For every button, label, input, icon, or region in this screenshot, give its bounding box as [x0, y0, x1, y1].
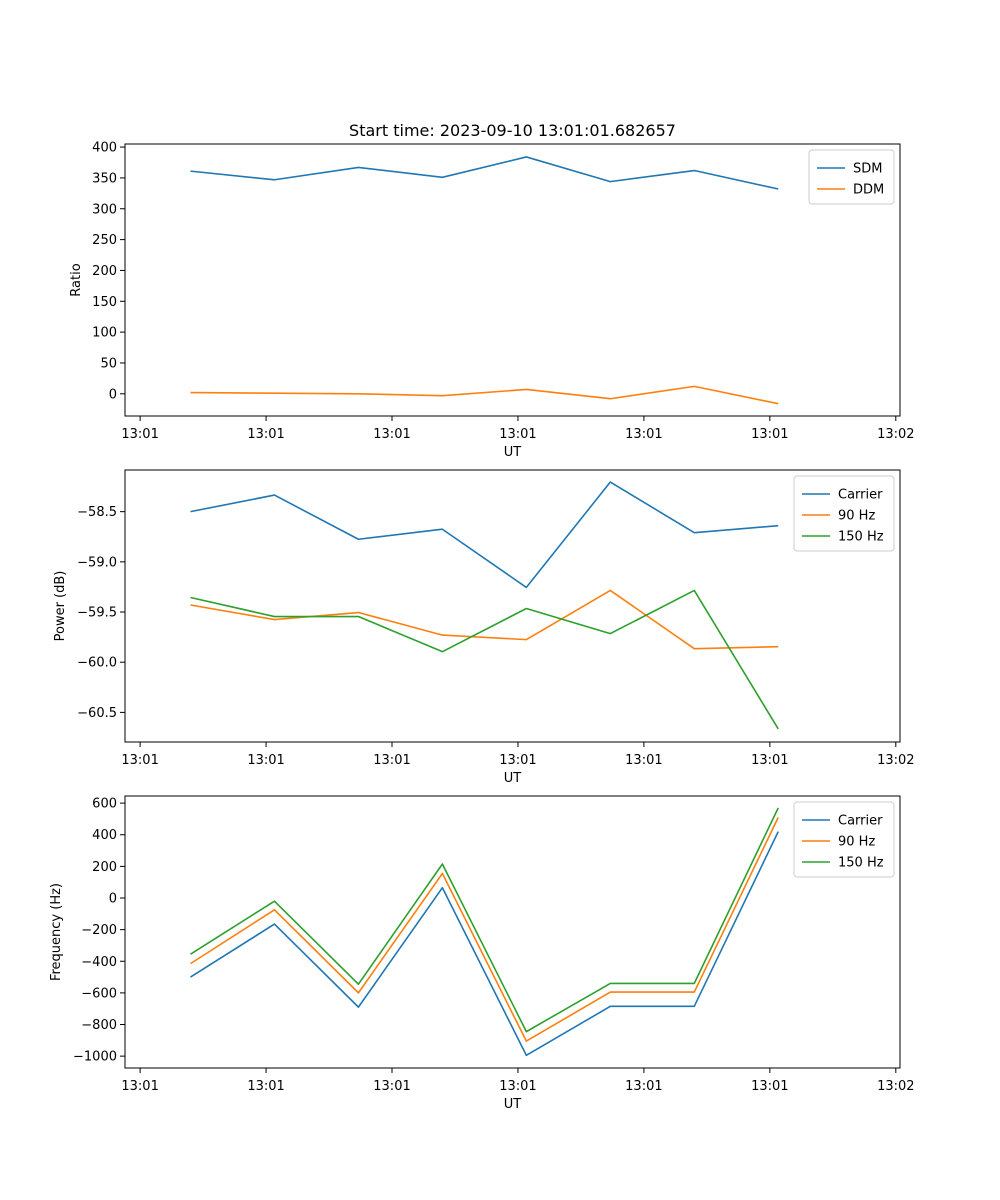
series-line-90-hz	[190, 817, 779, 1042]
x-axis-label: UT	[504, 1097, 522, 1112]
x-tick-label: 13:01	[499, 427, 536, 442]
legend: Carrier 90 Hz 150 Hz	[793, 801, 895, 878]
x-tick-label: 13:01	[247, 1079, 284, 1094]
series-line-150-hz	[190, 807, 779, 1033]
legend-label: 90 Hz	[838, 835, 875, 850]
legend-label: DDM	[853, 183, 884, 198]
y-tick-label: 350	[92, 171, 117, 186]
y-axis-label: Power (dB)	[53, 571, 68, 642]
legend: Carrier 90 Hz 150 Hz	[793, 475, 895, 552]
y-tick-label: 400	[92, 828, 117, 843]
figure-title: Start time: 2023-09-10 13:01:01.682657	[349, 121, 676, 140]
x-tick-label: 13:01	[751, 1079, 788, 1094]
y-tick-label: 400	[92, 141, 117, 156]
x-tick-label: 13:01	[625, 753, 662, 768]
y-tick-label: 0	[109, 387, 117, 402]
y-tick-label: 200	[92, 860, 117, 875]
y-tick-label: 0	[109, 892, 117, 907]
x-tick-label: 13:01	[625, 427, 662, 442]
y-tick-label: 300	[92, 202, 117, 217]
legend-label: Carrier	[838, 814, 883, 829]
series-line-ddm	[190, 385, 779, 405]
y-tick-label: 150	[92, 295, 117, 310]
x-tick-label: 13:01	[247, 427, 284, 442]
legend-label: 150 Hz	[838, 530, 884, 545]
series-line-sdm	[190, 156, 779, 190]
x-tick-label: 13:01	[121, 1079, 158, 1094]
y-tick-label: −58.5	[77, 505, 117, 520]
y-tick-label: 100	[92, 326, 117, 341]
y-tick-label: 600	[92, 797, 117, 812]
y-tick-label: −60.0	[77, 656, 117, 671]
x-tick-label: 13:01	[499, 753, 536, 768]
series-line-150-hz	[190, 589, 779, 730]
x-tick-label: 13:01	[625, 1079, 662, 1094]
y-tick-label: −600	[81, 986, 117, 1001]
y-tick-label: −400	[81, 955, 117, 970]
x-tick-label: 13:01	[247, 753, 284, 768]
x-tick-label: 13:01	[121, 753, 158, 768]
chart-panel-2: −60.5 −60.0 −59.5 −59.0 −58.5 13:01 13:01 13:01…	[53, 469, 915, 786]
x-tick-label: 13:01	[121, 427, 158, 442]
legend-label: Carrier	[838, 488, 883, 503]
y-tick-label: −59.5	[77, 606, 117, 621]
y-tick-label: 250	[92, 233, 117, 248]
y-tick-label: −59.0	[77, 555, 117, 570]
x-tick-label: 13:02	[877, 753, 914, 768]
x-tick-label: 13:01	[373, 753, 410, 768]
x-axis-label: UT	[504, 771, 522, 786]
y-axis-label: Ratio	[69, 263, 84, 296]
legend-label: 90 Hz	[838, 509, 875, 524]
y-tick-label: −60.5	[77, 706, 117, 721]
x-tick-label: 13:01	[751, 427, 788, 442]
x-tick-label: 13:02	[877, 427, 914, 442]
legend-label: SDM	[853, 162, 882, 177]
x-tick-label: 13:01	[751, 753, 788, 768]
legend-label: 150 Hz	[838, 856, 884, 871]
plot-frame	[124, 795, 901, 1069]
y-tick-label: 50	[100, 356, 117, 371]
series-line-90-hz	[190, 589, 779, 650]
chart-panel-3: −1000 −800 −600 −400 −200 0 200 400 600 13:01 13:0…	[49, 795, 915, 1112]
legend: SDM DDM	[808, 149, 895, 205]
x-tick-label: 13:02	[877, 1079, 914, 1094]
x-tick-label: 13:01	[373, 427, 410, 442]
x-axis-label: UT	[504, 445, 522, 460]
series-line-carrier	[190, 831, 779, 1057]
y-tick-label: −200	[81, 923, 117, 938]
legend-box	[808, 149, 895, 205]
series-line-carrier	[190, 481, 779, 589]
x-tick-label: 13:01	[499, 1079, 536, 1094]
y-tick-label: −1000	[73, 1050, 117, 1065]
plot-frame	[124, 469, 901, 743]
y-tick-label: 200	[92, 264, 117, 279]
y-tick-label: −800	[81, 1018, 117, 1033]
x-tick-label: 13:01	[373, 1079, 410, 1094]
y-axis-label: Frequency (Hz)	[49, 883, 64, 981]
chart-panel-1: 0 50 100 150 200 250 300 350 400 13:01 13:01 13:01 1…	[69, 141, 915, 460]
plot-frame	[124, 143, 901, 417]
